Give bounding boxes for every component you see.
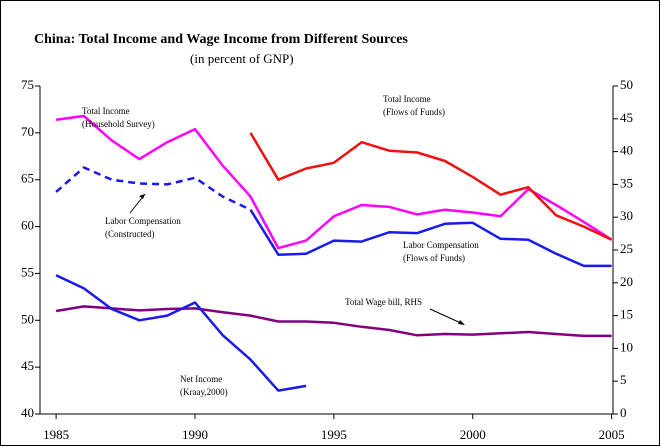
y2-tick-label: 10 [620, 339, 633, 354]
series-line [249, 132, 613, 241]
y2-tick-label: 20 [620, 274, 633, 289]
series-label: (Constructed) [105, 229, 155, 239]
y2-tick-label: 30 [620, 208, 633, 223]
x-tick-label: 1985 [43, 427, 69, 442]
series-label: Net Income [180, 374, 222, 384]
series-label: (Household Survey) [82, 119, 155, 129]
series-label: Total Wage bill, RHS [345, 297, 422, 307]
series-line [249, 209, 612, 268]
arrow-head [139, 194, 145, 199]
y2-tick-label: 25 [620, 241, 633, 256]
x-tick-label: 1990 [182, 427, 208, 442]
series-label: (Kraay,2000) [180, 387, 228, 397]
series-label: Labor Compensation [403, 240, 479, 250]
series-line [55, 114, 613, 250]
y2-tick-label: 0 [620, 405, 627, 420]
series-label: (Flows of Funds) [383, 107, 445, 117]
y2-tick-label: 40 [620, 143, 633, 158]
y-tick-label: 55 [21, 264, 34, 279]
y2-tick-label: 35 [620, 175, 633, 190]
series-label: Labor Compensation [105, 216, 181, 226]
y-tick-label: 50 [21, 311, 34, 326]
arrow-head [458, 320, 465, 325]
y-tick-label: 75 [21, 77, 34, 92]
series-line [55, 274, 307, 392]
chart-title: China: Total Income and Wage Income from… [34, 32, 408, 47]
x-tick-label: 2005 [599, 427, 625, 442]
y2-tick-label: 50 [620, 77, 633, 92]
y-tick-label: 70 [21, 124, 34, 139]
x-tick-label: 1995 [321, 427, 347, 442]
series-label: Total Income [383, 94, 431, 104]
x-tick-label: 2000 [460, 427, 486, 442]
chart-subtitle: (in percent of GNP) [190, 51, 294, 66]
y-tick-label: 60 [21, 218, 34, 233]
series-label: (Flows of Funds) [403, 253, 465, 263]
series-line [55, 166, 252, 211]
series-line [55, 305, 612, 338]
annotation-arrow [429, 308, 464, 325]
y2-tick-label: 5 [620, 372, 627, 387]
y-tick-label: 40 [21, 405, 34, 420]
series-label: Total Income [82, 106, 130, 116]
y2-tick-label: 45 [620, 110, 633, 125]
y-tick-label: 65 [21, 171, 34, 186]
y2-tick-label: 15 [620, 307, 633, 322]
y-tick-label: 45 [21, 358, 34, 373]
